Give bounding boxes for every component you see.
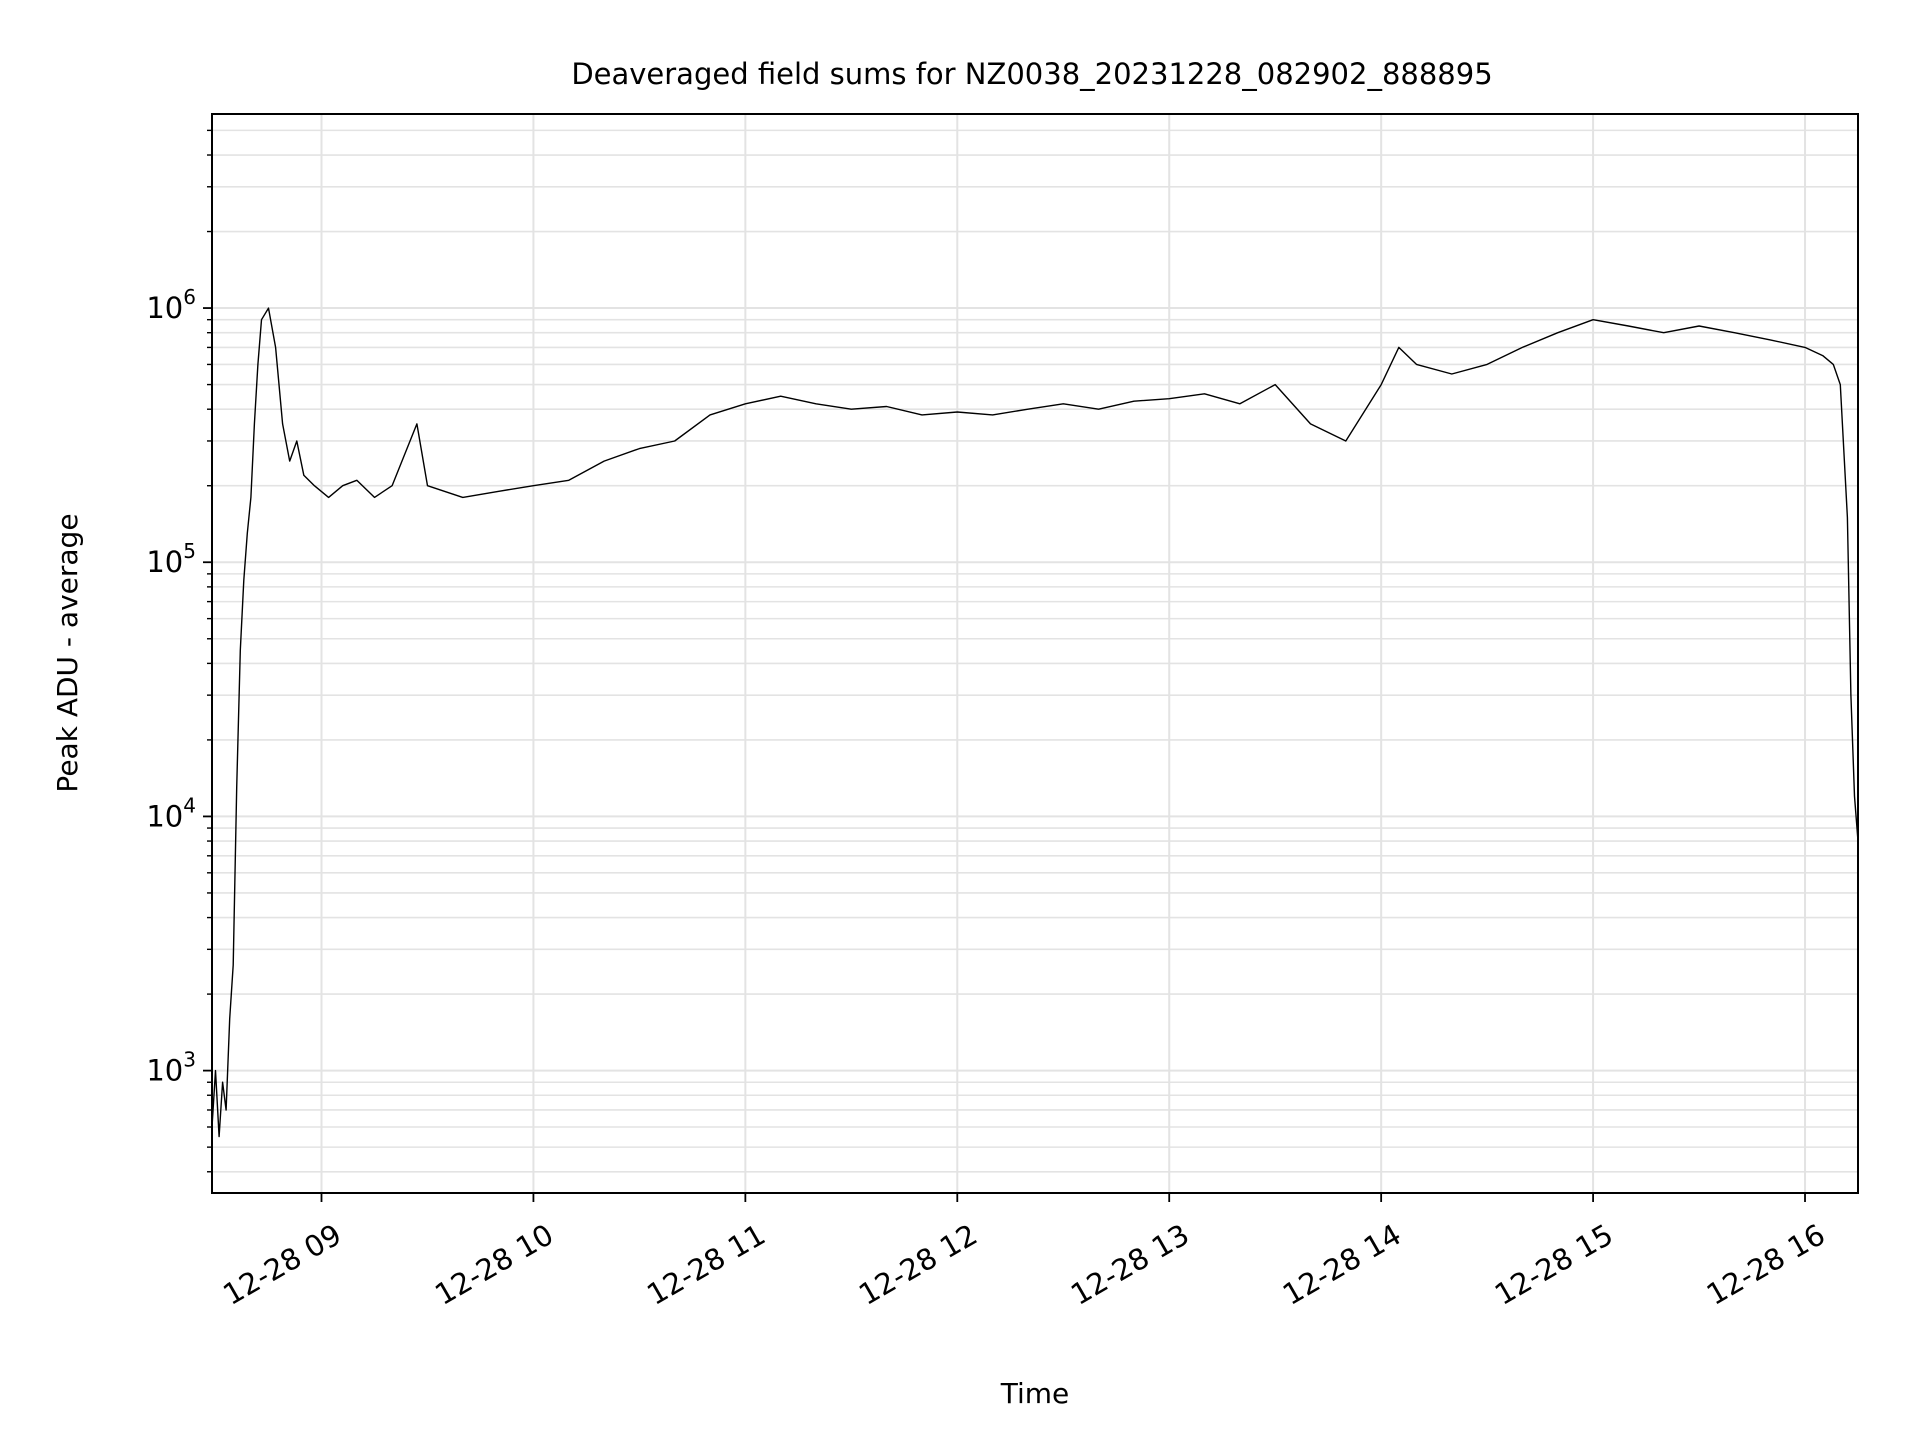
- plot-frame: [211, 113, 1859, 1194]
- y-tick-base: 10: [146, 799, 183, 833]
- chart-title: Deaveraged field sums for NZ0038_2023122…: [571, 57, 1492, 91]
- data-line-layer: [211, 307, 1859, 1138]
- y-tick-exponent: 6: [183, 285, 196, 309]
- y-tick-exponent: 5: [183, 539, 196, 563]
- y-tick-exponent: 4: [183, 793, 196, 817]
- y-tick-label: 104: [146, 793, 196, 833]
- y-axis-label: Peak ADU - average: [51, 513, 84, 792]
- y-tick-base: 10: [146, 1054, 183, 1088]
- y-tick-base: 10: [146, 545, 183, 579]
- x-axis-label: Time: [1000, 1377, 1070, 1410]
- y-tick-label: 106: [146, 285, 196, 325]
- y-tick-label: 105: [146, 539, 196, 579]
- y-tick-label: 103: [146, 1048, 196, 1088]
- grid-lines: [212, 114, 1858, 1193]
- data-line: [211, 307, 1859, 1138]
- y-tick-base: 10: [146, 291, 183, 325]
- y-tick-exponent: 3: [183, 1048, 196, 1072]
